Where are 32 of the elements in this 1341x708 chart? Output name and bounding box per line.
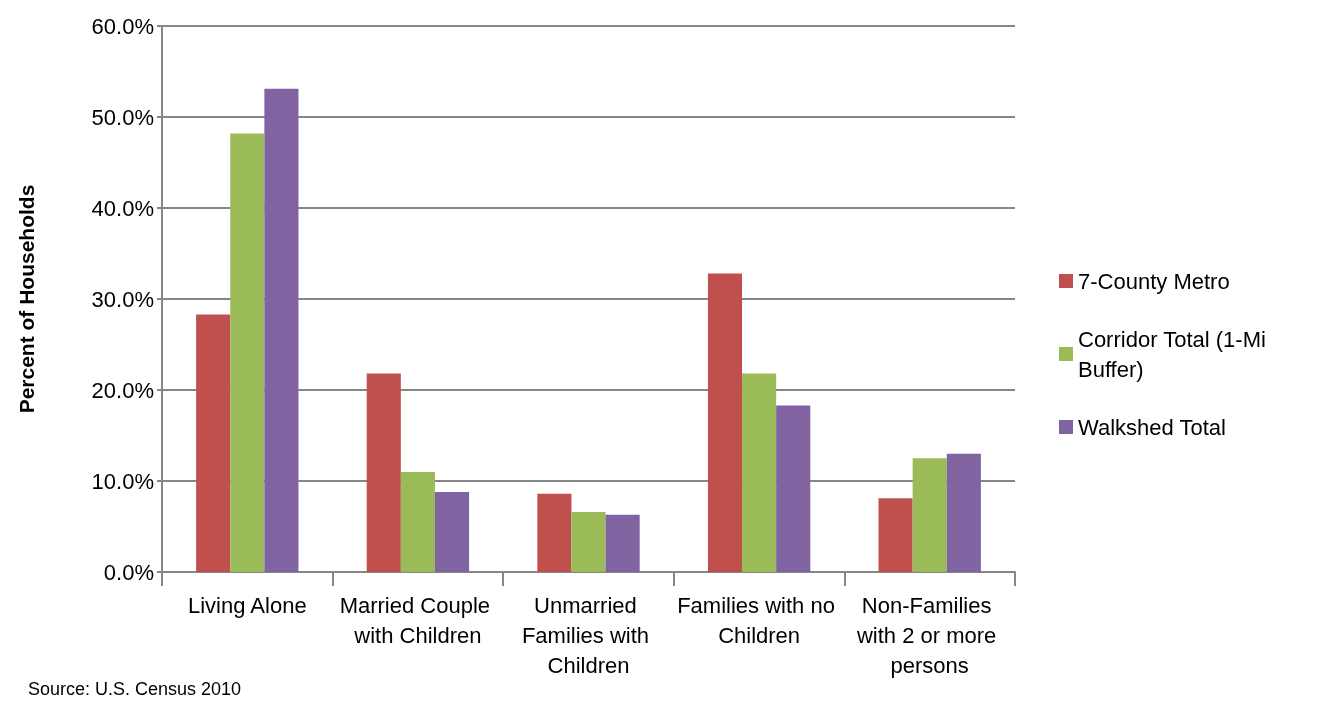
x-tick-label: Married Couple with Children (339, 592, 497, 648)
bar (946, 453, 981, 572)
bar (264, 88, 299, 572)
legend-label: Corridor Total (1-Mi Buffer) (1078, 326, 1272, 382)
x-tick-label: Non-Families with 2 or more persons (855, 592, 1003, 678)
y-tick-label: 60.0% (91, 13, 154, 39)
bar (571, 511, 606, 572)
x-tick-label: Living Alone (187, 592, 307, 618)
source-note: Source: U.S. Census 2010 (28, 679, 242, 699)
bar (776, 405, 811, 572)
y-tick-label: 20.0% (91, 377, 154, 403)
bar (366, 373, 401, 572)
y-axis-title: Percent of Households (15, 184, 38, 414)
y-tick-label: 40.0% (91, 195, 154, 221)
x-tick-label: Families with no Children (677, 592, 842, 648)
x-tick-label: Unmarried Families with Children (521, 592, 656, 678)
bar (400, 471, 435, 572)
y-tick-label: 30.0% (91, 286, 154, 312)
bar (912, 458, 947, 572)
bar (537, 493, 572, 572)
legend-label: Walkshed Total (1078, 414, 1226, 440)
y-tick-label: 10.0% (91, 468, 154, 494)
bar (707, 273, 743, 572)
bar (196, 314, 231, 572)
bar (230, 133, 265, 572)
bar (742, 373, 777, 572)
y-tick-label: 50.0% (91, 104, 154, 130)
bar (878, 498, 913, 572)
bar (434, 491, 470, 572)
legend-label: 7-County Metro (1078, 268, 1230, 294)
bar (605, 514, 640, 572)
y-tick-label: 0.0% (103, 559, 154, 585)
